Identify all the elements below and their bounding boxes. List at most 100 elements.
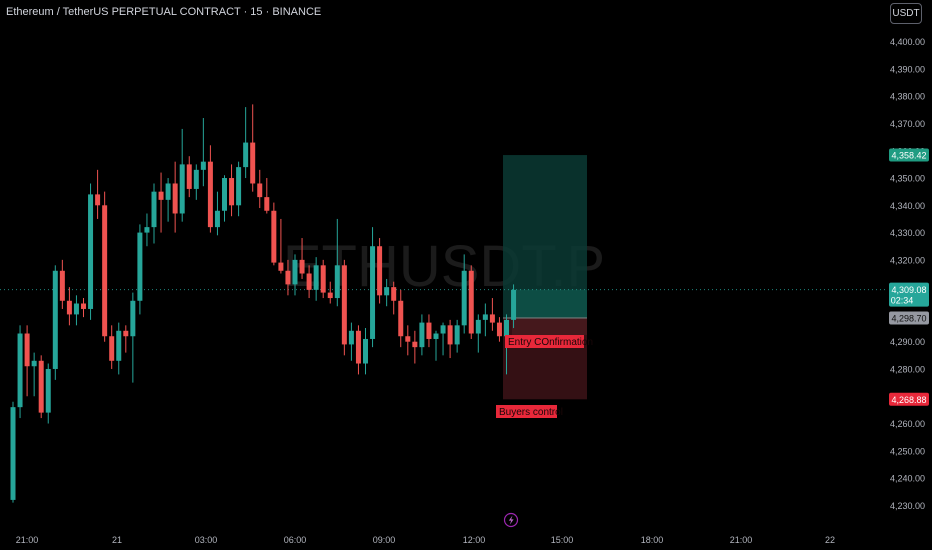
candle — [186, 156, 192, 198]
candle — [214, 191, 220, 236]
candle-body — [489, 314, 495, 323]
candle — [137, 224, 143, 315]
y-tick-label: 4,390.00 — [890, 64, 925, 74]
candle-body — [327, 292, 333, 299]
candle — [88, 183, 94, 320]
x-tick-label: 06:00 — [284, 535, 307, 545]
candle-body — [454, 325, 460, 345]
stop-price-tag-text: 4,268.88 — [891, 395, 926, 405]
candle-body — [116, 330, 122, 361]
candle — [130, 292, 136, 383]
y-tick-label: 4,240.00 — [890, 474, 925, 484]
candle-body — [24, 333, 30, 367]
candle — [116, 322, 122, 375]
target-price-tag-bg — [889, 148, 929, 162]
candle — [447, 319, 453, 359]
candle-body — [66, 300, 72, 315]
candle-body — [214, 210, 220, 228]
y-tick-label: 4,330.00 — [890, 228, 925, 238]
buyers-control-label: Buyers control — [496, 405, 563, 418]
candle-body — [38, 360, 44, 413]
candle-body — [151, 191, 157, 228]
candle-body — [109, 336, 115, 361]
buyers-control-label-text: Buyers control — [499, 407, 563, 418]
candle-body — [31, 360, 37, 367]
candle-body — [511, 289, 517, 320]
candle-body — [313, 265, 319, 290]
candle-body — [363, 338, 368, 364]
candle — [363, 328, 368, 375]
candle — [341, 259, 347, 356]
x-tick-label: 18:00 — [641, 535, 664, 545]
candle — [468, 265, 474, 339]
candle — [66, 287, 72, 326]
candle — [59, 259, 65, 309]
target-price-tag: 4,358.42 — [889, 148, 929, 162]
y-axis: 4,230.004,240.004,250.004,260.004,270.00… — [890, 37, 925, 511]
candle — [348, 322, 354, 361]
x-tick-label: 09:00 — [373, 535, 396, 545]
candle — [433, 330, 439, 361]
entry-price-tag-bg — [889, 311, 929, 325]
candle-body — [475, 319, 481, 334]
candle — [151, 183, 157, 244]
current-price-text: 4,309.08 — [891, 285, 926, 295]
candle — [31, 352, 37, 397]
candle-body — [398, 300, 404, 337]
open-loss-zone — [512, 318, 587, 335]
candles — [10, 104, 517, 503]
candle-body — [123, 330, 129, 337]
open-profit-zone — [512, 289, 587, 318]
candle-body — [52, 270, 58, 369]
candle-body — [102, 205, 108, 337]
entry-confirmation-label-bg — [505, 335, 584, 348]
entry-price-tag: 4,298.70 — [889, 311, 929, 325]
candle — [52, 265, 58, 380]
candle-body — [243, 142, 249, 168]
candle — [10, 401, 16, 503]
candle-body — [426, 322, 432, 339]
candle — [81, 298, 86, 318]
candle — [222, 175, 227, 222]
x-axis: 21:00 21 03:00 06:00 09:00 12:00 15:00 18:00 21:… — [16, 535, 835, 545]
currency-button[interactable]: USDT — [890, 3, 922, 24]
candle-body — [440, 325, 446, 334]
candle — [320, 259, 326, 299]
candle — [144, 213, 150, 247]
candle — [207, 145, 213, 233]
candle — [123, 325, 129, 353]
candle-body — [250, 142, 256, 184]
y-tick-label: 4,290.00 — [890, 337, 925, 347]
candle-body — [193, 169, 199, 189]
candle-body — [207, 161, 213, 228]
candle-body — [130, 300, 136, 337]
lightning-icon[interactable] — [503, 512, 519, 528]
candle — [109, 325, 115, 369]
candle — [489, 298, 495, 331]
candle-body — [377, 246, 383, 296]
candle-body — [264, 197, 270, 211]
y-tick-label: 4,230.00 — [890, 501, 925, 511]
candle-body — [278, 262, 284, 271]
candle-body — [405, 336, 411, 342]
y-tick-label: 4,260.00 — [890, 419, 925, 429]
y-tick-label: 4,250.00 — [890, 446, 925, 456]
candle — [102, 191, 108, 342]
candle — [165, 178, 171, 222]
candle — [24, 325, 30, 397]
candle — [292, 254, 298, 296]
candle — [482, 303, 488, 337]
buyers-control-label-bg — [496, 405, 557, 418]
candle-body — [186, 164, 192, 189]
candle — [461, 254, 467, 334]
candle-body — [496, 322, 502, 337]
candle-body — [292, 259, 298, 285]
candle-body — [419, 322, 425, 348]
candle — [327, 281, 333, 304]
candle-body — [229, 178, 235, 206]
entry-confirmation-label-text: Entry COnfirmation — [508, 337, 593, 348]
candle — [179, 128, 185, 222]
candle-body — [447, 325, 453, 345]
